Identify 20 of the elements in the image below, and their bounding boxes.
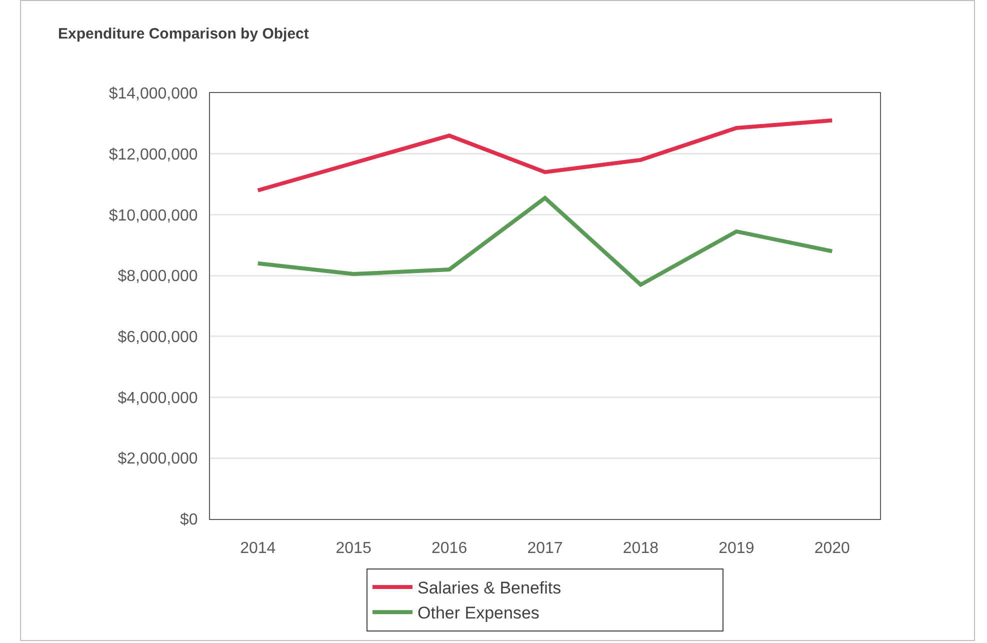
chart-title: Expenditure Comparison by Object bbox=[58, 25, 309, 42]
legend-label: Other Expenses bbox=[418, 604, 540, 623]
x-tick-label: 2019 bbox=[718, 540, 754, 558]
line-series bbox=[256, 196, 834, 287]
x-tick-label: 2015 bbox=[336, 540, 372, 558]
y-tick-label: $6,000,000 bbox=[118, 329, 198, 346]
y-tick-label: $8,000,000 bbox=[118, 268, 198, 286]
x-tick-label: 2017 bbox=[527, 540, 563, 558]
y-tick-label: $14,000,000 bbox=[108, 86, 198, 103]
y-tick-label: $0 bbox=[180, 512, 198, 529]
y-tick-label: $2,000,000 bbox=[118, 450, 198, 468]
x-tick-label: 2020 bbox=[814, 540, 850, 558]
y-tick-label: $12,000,000 bbox=[108, 146, 198, 164]
line-series bbox=[256, 118, 834, 192]
x-tick-label: 2014 bbox=[240, 540, 276, 558]
legend-label: Salaries & Benefits bbox=[418, 578, 562, 598]
y-tick-label: $4,000,000 bbox=[118, 390, 198, 407]
y-tick-label: $10,000,000 bbox=[108, 207, 198, 224]
x-tick-label: 2016 bbox=[431, 540, 468, 558]
x-tick-label: 2018 bbox=[622, 540, 659, 558]
